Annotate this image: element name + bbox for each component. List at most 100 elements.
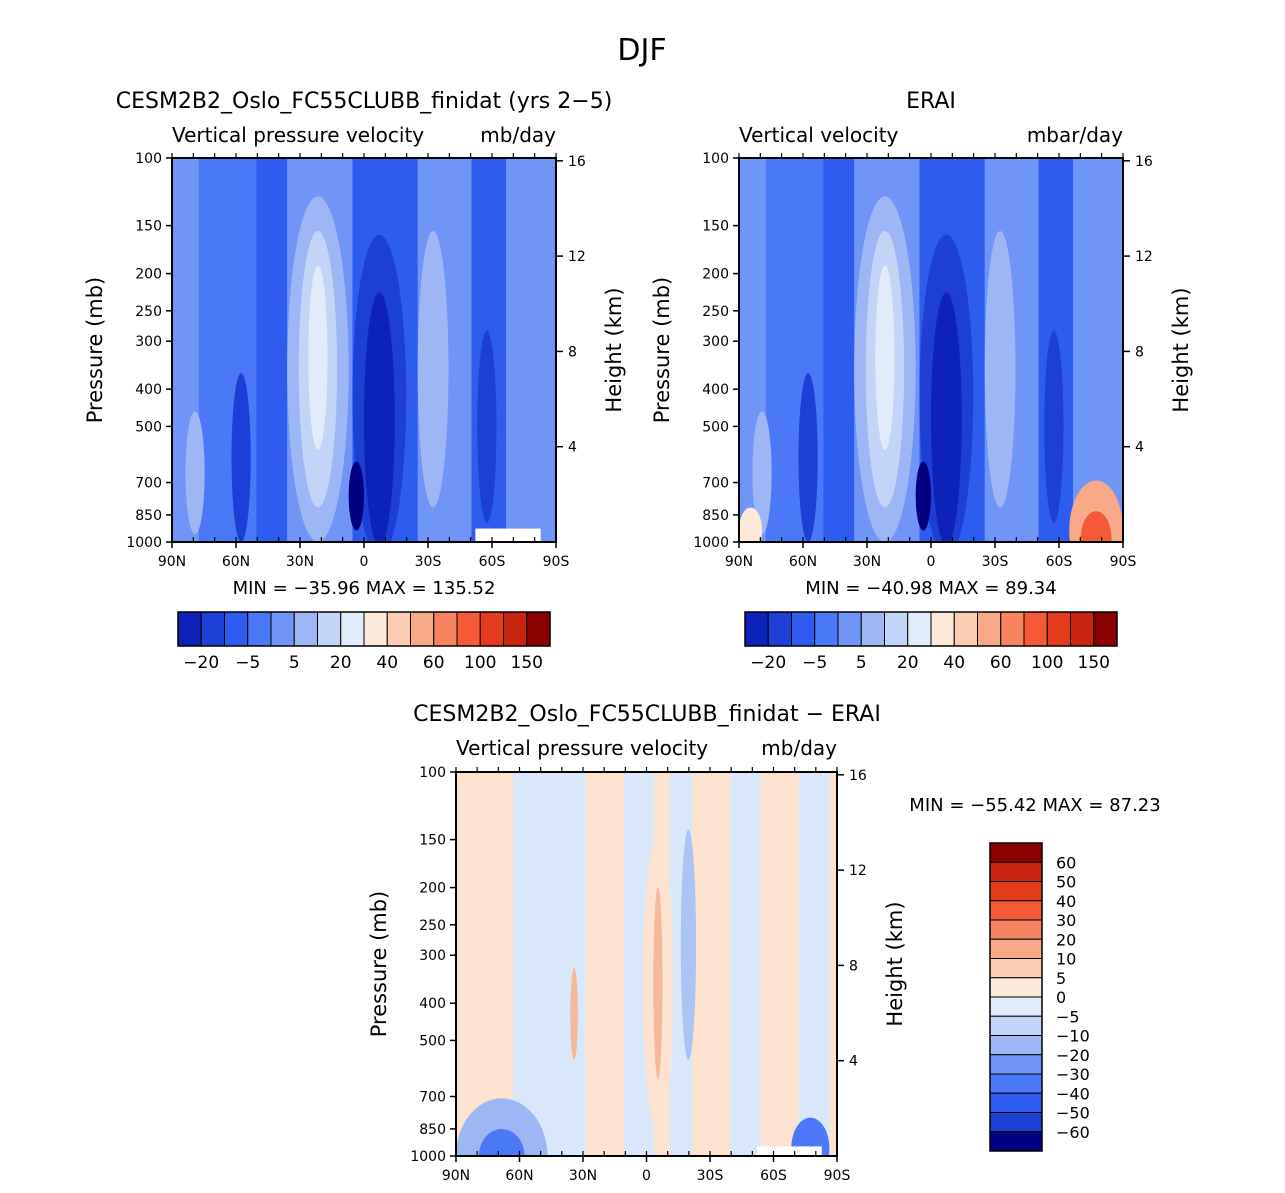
y2-tick-label: 16: [1135, 154, 1153, 170]
x-tick-label: 30S: [697, 1168, 724, 1184]
y-tick-label: 700: [419, 1090, 446, 1106]
variable-label: Vertical pressure velocity: [172, 123, 424, 147]
colorbar-box: [410, 611, 435, 647]
field-missing: [756, 1146, 822, 1156]
colorbar-box: [989, 900, 1043, 921]
y2-tick-label: 16: [568, 154, 586, 170]
y-tick-label: 1000: [410, 1149, 446, 1165]
colorbar-box: [989, 938, 1043, 959]
colorbar-box: [860, 611, 885, 647]
x-tick-label: 30S: [415, 554, 442, 570]
y-tick-label: 100: [702, 151, 729, 167]
field-feature: [185, 411, 205, 535]
colorbar-label: −20: [183, 653, 219, 673]
colorbar-box: [767, 611, 792, 647]
colorbar-box: [247, 611, 272, 647]
colorbar-box: [989, 1054, 1043, 1075]
min-max-text: MIN = −40.98 MAX = 89.34: [805, 578, 1056, 599]
field-band: [506, 158, 556, 542]
field-feature: [478, 1129, 525, 1156]
y-tick-label: 200: [135, 267, 162, 283]
field-feature: [653, 887, 663, 1080]
colorbar-box: [989, 1073, 1043, 1094]
field-feature: [931, 292, 962, 542]
colorbar-box: [1023, 611, 1048, 647]
colorbar-label: −60: [1056, 1123, 1090, 1142]
field-2: [456, 772, 837, 1156]
field-feature: [348, 461, 364, 531]
field-feature: [915, 461, 931, 531]
x-tick-label: 90N: [725, 554, 753, 570]
colorbar-box: [456, 611, 481, 647]
colorbar-frame: [744, 611, 1118, 647]
colorbar-box: [977, 611, 1002, 647]
colorbar-label: −20: [1056, 1046, 1090, 1065]
y2-tick-label: 8: [568, 344, 577, 360]
y-tick-label: 200: [702, 267, 729, 283]
colorbar-label: 60: [423, 653, 445, 673]
field-band: [823, 158, 855, 542]
y2-tick-label: 12: [849, 863, 867, 879]
field-0: [172, 158, 556, 542]
field-missing: [475, 528, 541, 542]
colorbar-label: −40: [1056, 1084, 1090, 1103]
colorbar-label: −20: [750, 653, 786, 673]
colorbar-frame: [989, 842, 1043, 1152]
y-tick-label: 500: [702, 419, 729, 435]
field-band: [1073, 158, 1123, 542]
y-tick-label: 700: [702, 476, 729, 492]
y-tick-label: 300: [135, 334, 162, 350]
min-max-text: MIN = −35.96 MAX = 135.52: [233, 578, 496, 599]
y-tick-label: 300: [419, 948, 446, 964]
colorbar-box: [386, 611, 411, 647]
colorbar-box: [989, 1035, 1043, 1056]
colorbar-label: 20: [1056, 930, 1076, 949]
x-tick-label: 60S: [479, 554, 506, 570]
y2-tick-label: 12: [1135, 249, 1153, 265]
colorbar-box: [293, 611, 318, 647]
y2-tick-label: 4: [849, 1054, 858, 1070]
colorbar-box: [270, 611, 295, 647]
x-tick-label: 30N: [286, 554, 314, 570]
units-label: mb/day: [761, 736, 837, 760]
field-feature: [456, 1098, 548, 1156]
colorbar-label: 5: [1056, 969, 1066, 988]
colorbar-box: [930, 611, 955, 647]
colorbar-label: −30: [1056, 1065, 1090, 1084]
y2-tick-label: 8: [849, 958, 858, 974]
field-feature: [1080, 511, 1112, 542]
colorbar-label: 40: [943, 653, 965, 673]
field-band: [256, 158, 288, 542]
colorbar-box: [989, 977, 1043, 998]
field-band: [798, 772, 830, 1156]
x-tick-label: 0: [927, 554, 936, 570]
x-tick-label: 30N: [569, 1168, 597, 1184]
field-feature: [417, 230, 449, 508]
colorbar-box: [479, 611, 504, 647]
x-tick-label: 90S: [543, 554, 570, 570]
colorbar-label: 30: [1056, 911, 1076, 930]
x-tick-label: 0: [360, 554, 369, 570]
y2-tick-label: 8: [1135, 344, 1144, 360]
y-tick-label: 850: [419, 1122, 446, 1138]
field-feature: [1044, 330, 1064, 523]
min-max-text: MIN = −55.42 MAX = 87.23: [909, 795, 1160, 816]
field-feature: [752, 411, 772, 535]
colorbar-label: −10: [1056, 1027, 1090, 1046]
colorbar-box: [989, 861, 1043, 882]
colorbar-box: [1093, 611, 1118, 647]
colorbar-box: [1070, 611, 1095, 647]
y-tick-label: 700: [135, 476, 162, 492]
colorbar-label: 5: [289, 653, 300, 673]
y-tick-label: 200: [419, 881, 446, 897]
panel-title: CESM2B2_Oslo_FC55CLUBB_finidat (yrs 2−5): [116, 89, 613, 114]
y2-tick-label: 4: [568, 440, 577, 456]
y-tick-label: 500: [419, 1033, 446, 1049]
x-tick-label: 60N: [505, 1168, 533, 1184]
colorbar-box: [989, 958, 1043, 979]
field-feature: [570, 967, 578, 1060]
colorbar-box: [340, 611, 365, 647]
y-tick-label: 400: [702, 382, 729, 398]
colorbar-box: [907, 611, 932, 647]
field-band: [730, 772, 761, 1156]
